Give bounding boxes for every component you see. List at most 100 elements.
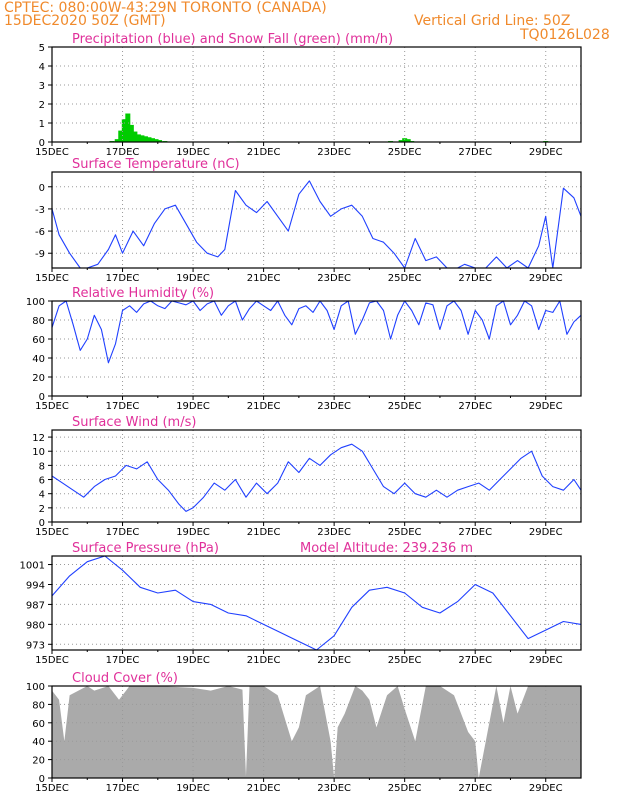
- y-tick-label: 0: [39, 138, 45, 149]
- x-tick-label: 27DEC: [458, 147, 492, 158]
- y-tick-label: 20: [32, 373, 45, 384]
- x-tick-label: 29DEC: [529, 527, 563, 538]
- x-tick-label: 15DEC: [35, 401, 69, 412]
- y-tick-label: 100: [26, 682, 45, 693]
- chart-title: Surface Wind (m/s): [72, 415, 196, 430]
- y-tick-label: 994: [26, 580, 45, 591]
- precip-bar: [125, 113, 131, 142]
- precip-bar: [121, 119, 127, 142]
- precip-bar: [139, 135, 145, 142]
- x-tick-label: 29DEC: [529, 655, 563, 666]
- y-tick-label: 12: [32, 433, 45, 444]
- y-tick-label: 0: [39, 183, 45, 194]
- x-tick-label: 23DEC: [317, 527, 351, 538]
- y-tick-label: 5: [39, 43, 45, 54]
- x-tick-label: 21DEC: [247, 273, 281, 284]
- x-tick-label: 15DEC: [35, 273, 69, 284]
- precip-bar: [132, 131, 138, 142]
- precip-bar: [128, 124, 134, 142]
- precip-bar: [153, 139, 159, 142]
- precip-bar: [402, 138, 408, 142]
- x-tick-label: 25DEC: [388, 783, 422, 794]
- precip-bar: [146, 137, 152, 142]
- x-tick-label: 15DEC: [35, 783, 69, 794]
- y-tick-label: -9: [35, 249, 45, 260]
- run-date: 15DEC2020 50Z (GMT): [4, 13, 166, 29]
- x-tick-label: 17DEC: [106, 783, 140, 794]
- x-tick-label: 19DEC: [176, 783, 210, 794]
- x-tick-label: 25DEC: [388, 147, 422, 158]
- y-tick-label: 8: [39, 461, 45, 472]
- plot-frame: [51, 300, 582, 397]
- x-tick-label: 15DEC: [35, 655, 69, 666]
- x-tick-label: 27DEC: [458, 273, 492, 284]
- x-tick-label: 23DEC: [317, 273, 351, 284]
- y-tick-label: 973: [26, 640, 45, 651]
- x-tick-label: 19DEC: [176, 273, 210, 284]
- x-tick-label: 19DEC: [176, 527, 210, 538]
- chart-annotation: Model Altitude: 239.236 m: [300, 541, 473, 556]
- plot-frame: [51, 46, 582, 143]
- x-tick-label: 15DEC: [35, 527, 69, 538]
- y-tick-label: 2: [39, 504, 45, 515]
- plot-frame: [51, 429, 582, 523]
- y-tick-label: 0: [39, 774, 45, 785]
- chart-panel-4: 15DEC 17DEC 19DEC 21DEC 23DEC 25DEC 27DEC 29DEC…: [32, 415, 582, 538]
- x-tick-label: 19DEC: [176, 147, 210, 158]
- x-tick-label: 21DEC: [247, 527, 281, 538]
- y-tick-label: 100: [26, 297, 45, 308]
- x-tick-label: 19DEC: [176, 655, 210, 666]
- chart-panel-3: 15DEC 17DEC 19DEC 21DEC 23DEC 25DEC 27DEC 29DEC…: [26, 286, 582, 412]
- y-tick-label: 3: [39, 81, 45, 92]
- location-header: CPTEC: 080:00W-43:29N TORONTO (CANADA): [4, 0, 327, 16]
- precip-bar: [142, 136, 148, 142]
- vertical-grid-note: Vertical Grid Line: 50Z: [414, 13, 571, 29]
- y-tick-label: -6: [35, 227, 45, 238]
- x-tick-label: 25DEC: [388, 655, 422, 666]
- data-line: [51, 555, 582, 651]
- x-tick-label: 17DEC: [106, 527, 140, 538]
- chart-panel-5: 15DEC 17DEC 19DEC 21DEC 23DEC 25DEC 27DEC 29DEC…: [20, 541, 582, 666]
- precip-bar: [118, 130, 124, 142]
- y-tick-label: 6: [39, 476, 45, 487]
- precip-bar: [114, 139, 120, 142]
- x-tick-label: 27DEC: [458, 527, 492, 538]
- y-tick-label: 60: [32, 719, 45, 730]
- precip-bar: [150, 138, 156, 142]
- y-tick-label: 4: [39, 62, 45, 73]
- data-line: [51, 180, 582, 269]
- y-tick-label: 20: [32, 756, 45, 767]
- x-tick-label: 29DEC: [529, 401, 563, 412]
- plot-frame: [51, 685, 582, 779]
- y-tick-label: 1001: [20, 561, 45, 572]
- x-tick-label: 29DEC: [529, 147, 563, 158]
- y-tick-label: 40: [32, 737, 45, 748]
- model-id: TQ0126L028: [520, 27, 610, 43]
- x-tick-label: 23DEC: [317, 401, 351, 412]
- y-tick-label: 1: [39, 119, 45, 130]
- chart-panel-1: 15DEC 17DEC 19DEC 21DEC 23DEC 25DEC 27DEC 29DEC…: [35, 32, 582, 158]
- x-tick-label: 23DEC: [317, 655, 351, 666]
- x-tick-label: 17DEC: [106, 273, 140, 284]
- precip-bar: [157, 140, 163, 142]
- y-tick-label: 60: [32, 335, 45, 346]
- x-tick-label: 21DEC: [247, 655, 281, 666]
- y-tick-label: 4: [39, 490, 45, 501]
- x-tick-label: 27DEC: [458, 655, 492, 666]
- y-tick-label: 2: [39, 100, 45, 111]
- precip-bar: [135, 134, 141, 142]
- precip-bar: [398, 140, 404, 142]
- chart-title: Surface Temperature (nC): [72, 157, 240, 172]
- x-tick-label: 27DEC: [458, 401, 492, 412]
- x-tick-label: 21DEC: [247, 147, 281, 158]
- y-tick-label: 0: [39, 392, 45, 403]
- y-tick-label: 80: [32, 316, 45, 327]
- y-tick-label: 80: [32, 700, 45, 711]
- chart-panel-2: 15DEC 17DEC 19DEC 21DEC 23DEC 25DEC 27DEC 29DEC…: [35, 157, 582, 284]
- x-tick-label: 27DEC: [458, 783, 492, 794]
- x-tick-label: 17DEC: [106, 401, 140, 412]
- y-tick-label: 10: [32, 447, 45, 458]
- x-tick-label: 23DEC: [317, 147, 351, 158]
